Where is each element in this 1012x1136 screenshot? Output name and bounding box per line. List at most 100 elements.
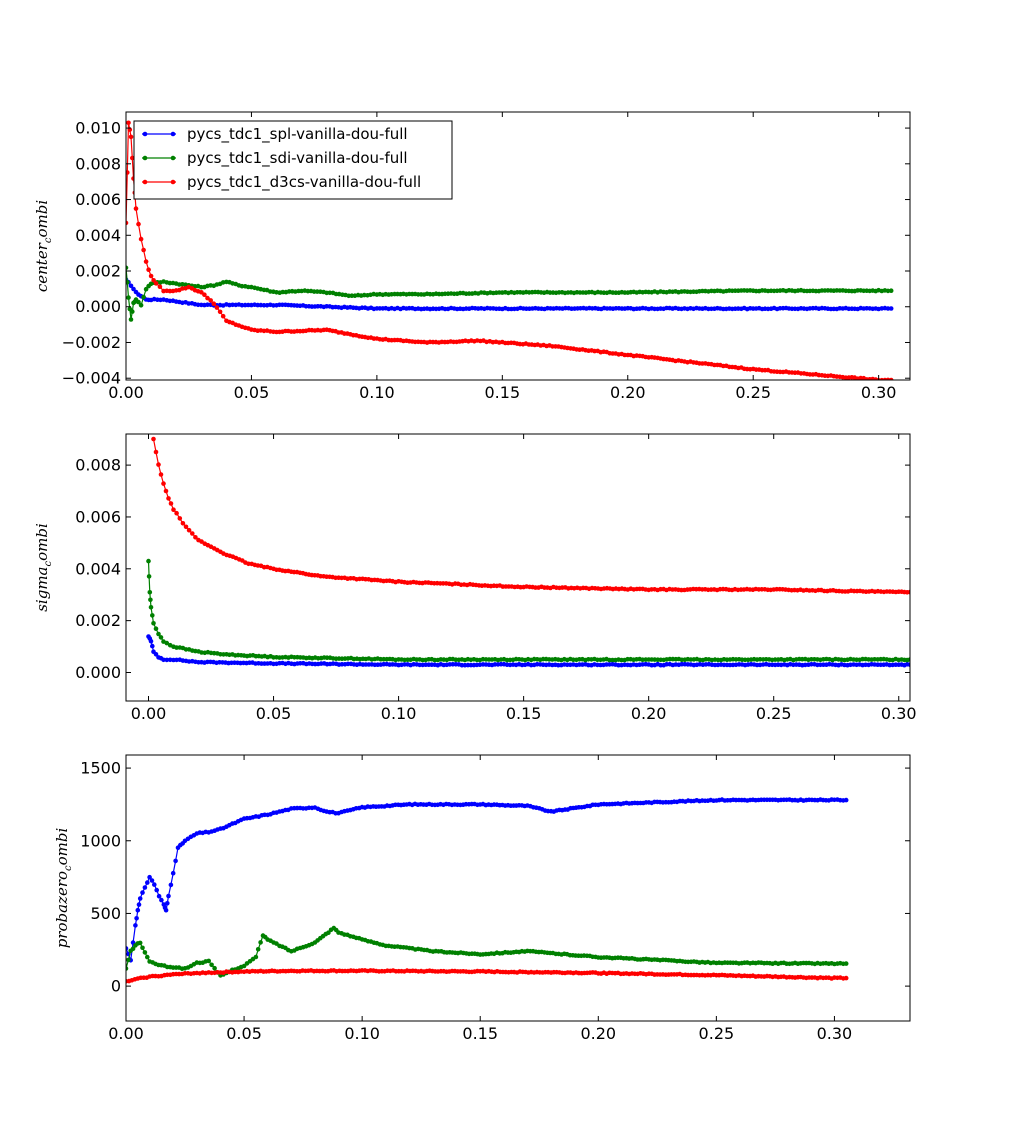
plot-area: [126, 797, 849, 984]
data-point: [211, 301, 217, 307]
y-tick-label: −0.004: [62, 369, 121, 388]
legend-label: pycs_tdc1_spl-vanilla-dou-full: [187, 125, 408, 144]
y-axis-label-rest: ombi: [33, 200, 51, 238]
data-point: [145, 880, 150, 885]
x-tick-label: 0.25: [735, 383, 771, 402]
data-point: [217, 309, 223, 315]
data-point: [154, 887, 159, 893]
data-point: [208, 298, 213, 303]
legend-entry-pycs-tdc1-sdi-vanilla-dou-full: pycs_tdc1_sdi-vanilla-dou-full: [142, 149, 408, 168]
y-tick-label: 0.000: [75, 663, 121, 682]
data-point: [130, 155, 135, 161]
axes-frame: [125, 111, 911, 381]
y-tick-label: −0.002: [62, 333, 121, 352]
data-point: [138, 303, 144, 308]
data-point: [146, 574, 152, 579]
data-point: [133, 923, 138, 928]
legend-entry-pycs-tdc1-spl-vanilla-dou-full: pycs_tdc1_spl-vanilla-dou-full: [142, 125, 408, 144]
data-point: [126, 295, 131, 300]
data-point: [143, 259, 149, 264]
data-point: [136, 902, 142, 907]
series-pycs-tdc1-spl-vanilla-dou-full: [146, 634, 910, 668]
x-tick-label: 0.10: [381, 704, 417, 723]
data-point: [130, 946, 136, 952]
y-tick-label: 1500: [80, 759, 121, 778]
data-point: [161, 481, 166, 486]
y-tick-label: 0.004: [75, 559, 121, 578]
plot-area: [126, 120, 894, 380]
data-point: [136, 299, 141, 305]
panel-sigma-combi: 0.00 0.05 0.10 0.15 0.20 0.25 0.30 0.000 0.002 0.…: [33, 433, 917, 723]
data-point: [126, 265, 129, 271]
data-point: [141, 294, 146, 300]
legend-marker: [142, 155, 148, 161]
data-point: [168, 882, 174, 888]
plot-area: [146, 436, 910, 668]
data-point: [151, 436, 156, 442]
data-point: [138, 236, 144, 242]
data-point: [326, 930, 331, 935]
data-point: [174, 510, 179, 516]
data-point: [202, 292, 207, 298]
data-point: [843, 975, 849, 981]
data-point: [141, 247, 146, 253]
x-tick-label: 0.15: [462, 1024, 498, 1043]
data-point: [193, 535, 198, 540]
data-point: [164, 640, 170, 646]
series-line: [147, 561, 910, 661]
data-point: [183, 524, 189, 530]
data-point: [327, 290, 333, 296]
data-point: [156, 631, 161, 637]
data-point: [907, 657, 910, 662]
data-point: [136, 221, 141, 227]
legend-entry-pycs-tdc1-d3cs-vanilla-dou-full: pycs_tdc1_d3cs-vanilla-dou-full: [142, 173, 421, 192]
data-point: [180, 521, 186, 526]
data-point: [146, 267, 151, 273]
series-pycs-tdc1-sdi-vanilla-dou-full: [126, 925, 849, 978]
data-point: [126, 120, 131, 126]
x-tick-label: 0.05: [234, 383, 270, 402]
data-point: [843, 797, 849, 803]
y-tick-label: 0.002: [75, 611, 121, 630]
y-axis-label-sub: c: [63, 865, 74, 871]
data-point: [126, 957, 131, 963]
data-point: [888, 377, 894, 380]
y-tick-label: 0.002: [75, 262, 121, 281]
data-point: [158, 635, 164, 640]
data-point: [130, 309, 135, 314]
data-point: [168, 501, 174, 506]
data-point: [164, 657, 170, 663]
data-point: [205, 302, 210, 308]
data-point: [186, 527, 192, 533]
legend: pycs_tdc1_spl-vanilla-dou-full pycs_tdc1_…: [133, 120, 453, 200]
data-point: [128, 317, 134, 322]
data-point: [126, 170, 130, 175]
y-tick-label: 500: [90, 904, 121, 923]
data-point: [205, 295, 210, 301]
data-point: [147, 874, 152, 880]
y-axis-label-rest: ombi: [33, 523, 51, 561]
y-axis-label-main: probazero: [53, 871, 71, 948]
data-point: [239, 283, 245, 289]
y-tick-label: 0: [111, 977, 121, 996]
data-point: [843, 961, 849, 966]
series-pycs-tdc1-d3cs-vanilla-dou-full: [126, 968, 849, 984]
data-point: [148, 597, 153, 603]
data-point: [163, 907, 169, 913]
y-axis-label-main: sigma: [33, 567, 51, 612]
series-pycs-tdc1-sdi-vanilla-dou-full: [146, 558, 910, 663]
data-point: [140, 890, 145, 895]
data-point: [137, 940, 143, 946]
data-point: [166, 496, 171, 501]
axes-frame: [125, 433, 911, 702]
data-point: [126, 220, 129, 226]
x-tick-label: 0.30: [817, 1024, 853, 1043]
data-point: [148, 605, 154, 610]
y-tick-label: 0.008: [75, 154, 121, 173]
data-point: [885, 306, 891, 311]
panel-center-combi: 0.00 0.05 0.10 0.15 0.20 0.25 0.30 −0.004 −0.002…: [33, 111, 911, 402]
data-point: [157, 284, 163, 290]
data-point: [153, 626, 159, 631]
x-tick-label: 0.05: [226, 1024, 262, 1043]
data-point: [153, 449, 159, 455]
